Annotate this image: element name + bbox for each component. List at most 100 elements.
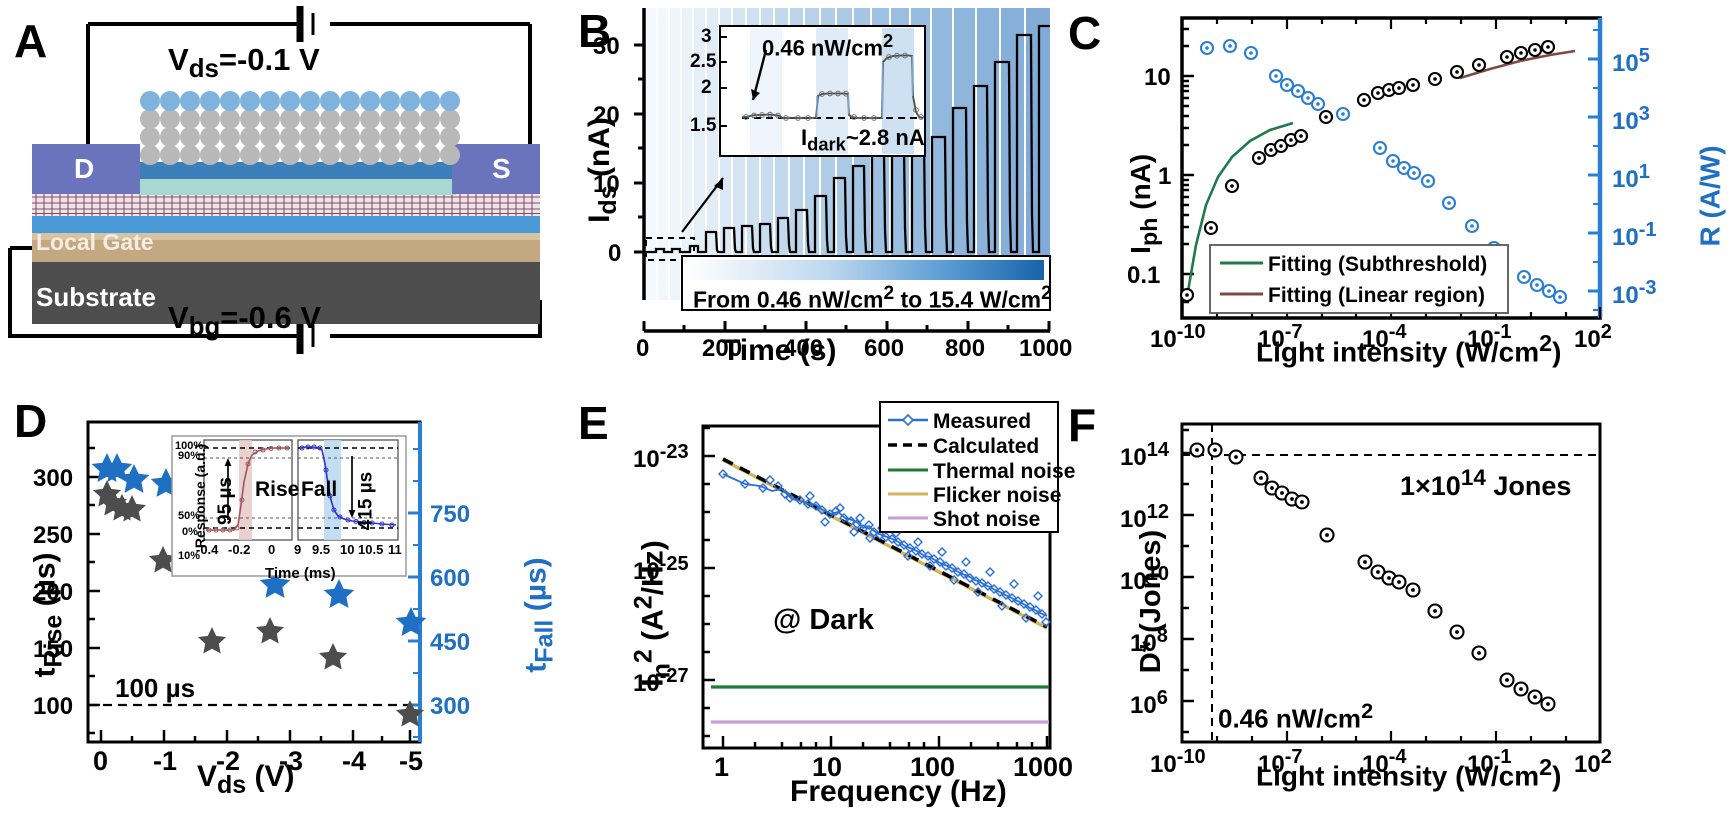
panel-f-chart: [1180, 422, 1602, 744]
panel-d-ytick-150: 150: [33, 636, 74, 663]
panel-e-legend-box: [879, 401, 1059, 533]
panel-b-xtick-0: 0: [636, 335, 650, 362]
substrate-label: Substrate: [36, 282, 156, 312]
panel-c-xlabel: Light intensity (W/cm2): [1256, 330, 1562, 368]
panel-d-ytick-200: 200: [33, 579, 74, 606]
panel-d-ytick-r-750: 750: [430, 501, 471, 528]
panel-f-guideline-label: 1×1014 Jones: [1400, 465, 1572, 501]
panel-c-legend-linear: Fitting (Linear region): [1268, 284, 1485, 307]
panel-b: B: [560, 0, 1072, 367]
panel-c-xtick-1: 10-10: [1150, 321, 1206, 353]
panel-c-xtick-2: 10-7: [1258, 321, 1303, 353]
panel-b-ylabel: Ids (nA): [582, 117, 622, 223]
panel-c-ytick-10: 10: [1144, 64, 1171, 91]
panel-f-xtick-5: 102: [1574, 746, 1612, 778]
panel-d-ytick-100: 100: [33, 693, 74, 720]
panel-f-xtick-3: 10-4: [1362, 746, 1407, 778]
panel-b-xtick-200: 200: [702, 335, 743, 362]
panel-d-xlabel: Vds (V): [197, 760, 295, 799]
panel-d-inset-ytick-10: 10%: [178, 550, 201, 562]
panel-e-xtick-1: 1: [714, 752, 730, 782]
panel-b-inset-dark-current: Idark~2.8 nA: [801, 125, 925, 155]
panel-d-inset-rise-time: 95 µs: [214, 477, 236, 525]
trise-series: [93, 480, 424, 727]
panel-d-ylabel-right: tFall (µs): [519, 557, 559, 673]
panel-b-inset-ytick-1p5: 1.5: [690, 115, 717, 136]
panel-f: F: [1060, 360, 1730, 818]
panel-f-xtick-1: 10-10: [1150, 746, 1206, 778]
panel-e-ytick-2: 10-25: [633, 553, 689, 585]
panel-b-xlabel: Time (s): [722, 334, 837, 367]
panel-d-inset-fall-label: Fall: [301, 478, 338, 501]
panel-f-ytick-10: 1010: [1120, 563, 1169, 595]
panel-e-annotation: @ Dark: [773, 604, 874, 636]
panel-b-inset-ytick-2: 2: [701, 77, 712, 98]
panel-b-chart: [634, 8, 1051, 333]
panel-e-ytick-1: 10-27: [633, 665, 689, 697]
panel-d-xtick-m2: -2: [216, 746, 241, 776]
panel-e-xlabel: Frequency (Hz): [790, 775, 1007, 808]
colorbar-legend: [681, 255, 1051, 311]
panel-b-xtick-600: 600: [864, 335, 905, 362]
panel-c-xtick-3: 10-4: [1362, 321, 1407, 353]
panel-f-ytick-14: 1014: [1120, 439, 1169, 471]
panel-b-ytick-30: 30: [593, 33, 620, 60]
panel-b-xtick-800: 800: [945, 335, 986, 362]
channel-blue-layer: [138, 162, 456, 179]
drain-electrode: [32, 144, 140, 194]
channel-teal-layer: [138, 178, 456, 195]
panel-c-ytick-r-5: 105: [1612, 45, 1650, 77]
zoom-indicator-box: [645, 237, 695, 261]
source-electrode: [452, 144, 540, 194]
panel-b-xtick-400: 400: [783, 335, 824, 362]
panel-c-label: C: [1068, 7, 1102, 59]
panel-c-xtick-5: 102: [1574, 321, 1612, 353]
panel-b-inset-annotation: 0.46 nW/cm2: [762, 30, 894, 61]
panel-d-ytick-r-450: 450: [430, 629, 471, 656]
panel-d-inset-ytick-50: 50%: [178, 510, 201, 522]
panel-f-xtick-4: 10-1: [1467, 746, 1512, 778]
panel-e-legend-shot: Shot noise: [933, 508, 1041, 531]
panel-a-vbg-label: Vbg=-0.6 V: [168, 300, 322, 342]
panel-e-legend-thermal: Thermal noise: [933, 460, 1076, 483]
panel-d-inset-ytick-90: 90%: [178, 450, 201, 462]
panel-e-legend-flicker: Flicker noise: [933, 484, 1062, 507]
panel-d-inset-ytick-0: 0%: [182, 526, 198, 538]
panel-c-legend-subthreshold: Fitting (Subthreshold): [1268, 253, 1488, 276]
panel-f-ytick-12: 1012: [1120, 501, 1169, 533]
panel-f-ytick-8: 108: [1130, 625, 1168, 657]
panel-d-ytick-r-600: 600: [430, 565, 471, 592]
panel-f-ytick-6: 106: [1130, 687, 1168, 719]
panel-d: D: [0, 360, 560, 818]
panel-f-xtick-2: 10-7: [1258, 746, 1303, 778]
panel-b-inset-ytick-3: 3: [701, 26, 712, 47]
panel-b-inset-ytick-2p5: 2.5: [690, 51, 717, 72]
panel-e-xtick-100: 100: [910, 752, 956, 782]
panel-a-schematic: D S: [8, 6, 542, 354]
panel-d-inset-xtick-r4: 10.5: [358, 542, 384, 557]
panel-d-ytick-250: 250: [33, 522, 74, 549]
panel-d-inset-xtick-l3: 0: [268, 542, 276, 557]
panel-c-ytick-r-4: 103: [1612, 103, 1650, 135]
dielectric-layer: [32, 216, 540, 233]
panel-a: A: [0, 0, 560, 360]
panel-d-inset-xtick-l1: -0.4: [196, 542, 219, 557]
panel-b-inset: [719, 25, 926, 157]
panel-d-label: D: [14, 395, 48, 447]
local-gate-label: Local Gate: [36, 229, 154, 255]
panel-d-inset-xtick-l2: -0.2: [228, 542, 251, 557]
panel-d-ytick-r-300: 300: [430, 693, 471, 720]
fit-subthreshold-line: [1185, 121, 1294, 298]
panel-e-legend-calculated: Calculated: [933, 435, 1040, 458]
hbn-layer: [32, 194, 540, 216]
panel-c-ylabel-right: R (A/W): [1694, 145, 1726, 247]
panel-d-inset-xtick-r1: 9: [294, 542, 302, 557]
measured-markers: [718, 469, 1051, 627]
panel-c-xtick-4: 10-1: [1467, 321, 1512, 353]
panel-e-ytick-3: 10-23: [633, 441, 689, 473]
atom-stack: [140, 91, 460, 165]
panel-b-label: B: [578, 5, 612, 57]
panel-d-inset-ytick-100: 100%: [175, 440, 204, 452]
panel-a-vds-label: Vds=-0.1 V: [168, 42, 320, 84]
